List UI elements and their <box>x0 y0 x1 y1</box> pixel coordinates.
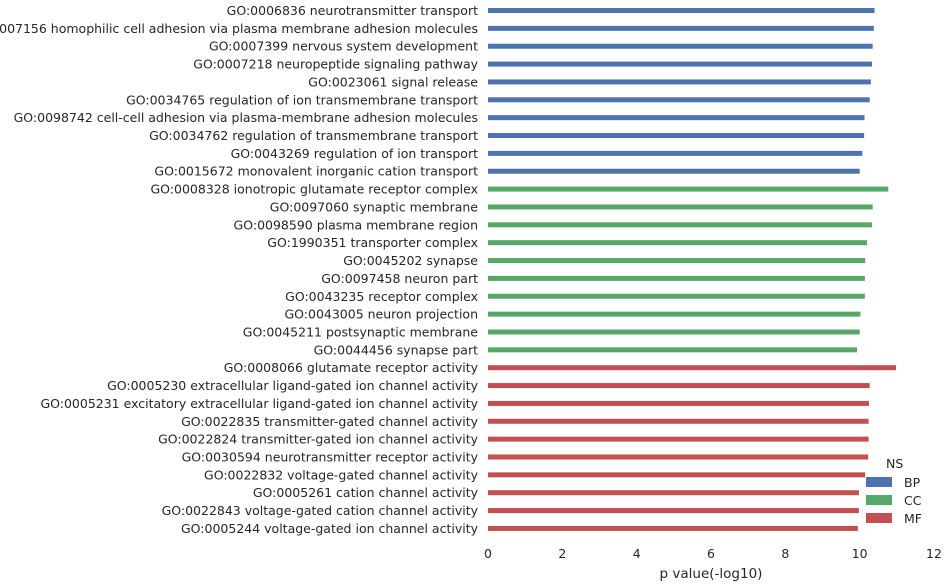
x-axis: p value(-log10) 0 2 4 6 8 10 12 <box>484 546 942 582</box>
category-label: GO:0022824 transmitter-gated ion channel… <box>158 432 479 447</box>
bar <box>488 490 859 496</box>
x-tick-label: 4 <box>633 546 641 561</box>
category-label: GO:0005231 excitatory extracellular liga… <box>40 396 478 411</box>
bar <box>488 365 897 371</box>
legend-entry-mf: MF <box>904 511 922 526</box>
bar <box>488 150 863 156</box>
category-label: GO:0043005 neuron projection <box>284 307 478 322</box>
category-label: GO:0097458 neuron part <box>321 271 478 286</box>
legend-entry-bp: BP <box>904 475 921 490</box>
category-label: GO:0005230 extracellular ligand-gated io… <box>107 378 479 393</box>
category-label: GO:0005244 voltage-gated ion channel act… <box>181 521 479 536</box>
category-label: GO:0034765 regulation of ion transmembra… <box>126 92 478 107</box>
category-label: GO:0007218 neuropeptide signaling pathwa… <box>193 57 478 72</box>
bars-layer <box>488 8 897 531</box>
x-tick-label: 8 <box>781 546 789 561</box>
legend-swatch-cc <box>866 495 892 505</box>
category-label: GO:0006836 neurotransmitter transport <box>227 3 478 18</box>
category-label: GO:0045202 synapse <box>343 253 478 268</box>
category-label: GO:1990351 transporter complex <box>267 235 478 250</box>
category-label: GO:0043235 receptor complex <box>285 289 478 304</box>
category-label: GO:0008066 glutamate receptor activity <box>224 360 479 375</box>
category-label: GO:0043269 regulation of ion transport <box>231 146 479 161</box>
bar <box>488 168 860 174</box>
bar <box>488 97 870 103</box>
bar <box>488 525 858 531</box>
x-tick-label: 12 <box>926 546 942 561</box>
legend-entry-cc: CC <box>904 493 922 508</box>
bar <box>488 383 870 389</box>
bar <box>488 133 865 139</box>
category-label: GO:0008328 ionotropic glutamate receptor… <box>151 182 479 197</box>
category-label: GO:0098742 cell-cell adhesion via plasma… <box>14 110 478 125</box>
category-label: GO:0022835 transmitter-gated channel act… <box>181 414 478 429</box>
category-label: GO:0015672 monovalent inorganic cation t… <box>154 164 478 179</box>
x-tick-label: 0 <box>484 546 492 561</box>
category-label: GO:0007156 homophilic cell adhesion via … <box>0 21 478 36</box>
category-label: GO:0097060 synaptic membrane <box>270 199 479 214</box>
category-label: GO:0005261 cation channel activity <box>253 485 479 500</box>
category-label: GO:0045211 postsynaptic membrane <box>243 324 479 339</box>
bar <box>488 347 858 353</box>
category-label: GO:0034762 regulation of transmembrane t… <box>149 128 478 143</box>
bar <box>488 418 869 424</box>
category-label: GO:0007399 nervous system development <box>209 39 478 54</box>
bar <box>488 204 873 210</box>
category-label: GO:0022832 voltage-gated channel activit… <box>204 467 479 482</box>
bar <box>488 240 868 246</box>
bar <box>488 43 873 49</box>
legend-swatch-bp <box>866 477 892 487</box>
bar <box>488 508 859 514</box>
bar <box>488 186 889 192</box>
x-tick-label: 6 <box>707 546 715 561</box>
bar <box>488 258 866 264</box>
category-labels: GO:0006836 neurotransmitter transport GO:… <box>0 3 479 536</box>
category-label: GO:0098590 plasma membrane region <box>234 217 478 232</box>
category-label: GO:0023061 signal release <box>308 74 478 89</box>
bar <box>488 436 869 442</box>
legend-title: NS <box>886 456 903 471</box>
category-label: GO:0022843 voltage-gated cation channel … <box>162 503 479 518</box>
bar <box>488 79 871 85</box>
bar <box>488 329 860 335</box>
x-axis-label: p value(-log10) <box>660 566 763 582</box>
bar <box>488 400 869 406</box>
bar <box>488 293 865 299</box>
bar <box>488 275 865 281</box>
legend-swatch-mf <box>866 513 892 523</box>
bar <box>488 61 872 67</box>
bar <box>488 472 866 478</box>
category-label: GO:0030594 neurotransmitter receptor act… <box>182 450 479 465</box>
legend: NS BP CC MF <box>866 456 922 526</box>
x-tick-label: 10 <box>852 546 868 561</box>
x-tick-label: 2 <box>558 546 566 561</box>
bar <box>488 25 874 31</box>
bar <box>488 8 875 13</box>
bar <box>488 222 872 228</box>
bar <box>488 454 869 460</box>
category-label: GO:0044456 synapse part <box>314 342 478 357</box>
bar <box>488 115 865 121</box>
bar <box>488 311 861 317</box>
